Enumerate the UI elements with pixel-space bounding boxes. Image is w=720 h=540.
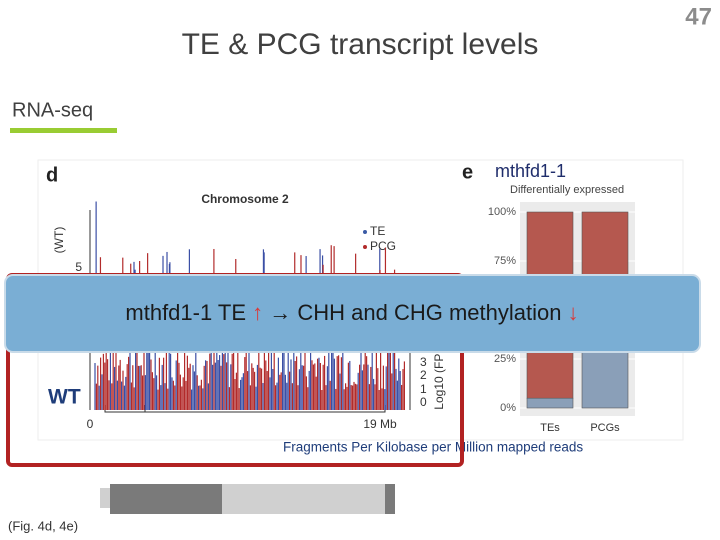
legend-label: TE xyxy=(370,224,385,238)
legend-label: PCG xyxy=(370,239,396,253)
callout-arrow: ↓ xyxy=(568,300,579,325)
x-tick-label: PCGs xyxy=(590,422,620,434)
panel-title: Chromosome 2 xyxy=(201,192,289,206)
axis-label: (WT) xyxy=(52,227,66,254)
progress-block xyxy=(222,484,385,514)
callout-arrow: ↑ xyxy=(252,300,263,325)
tick-label: 19 Mb xyxy=(363,417,397,431)
tick-label: 0 xyxy=(87,417,94,431)
genotype-label: mthfd1-1 xyxy=(495,161,566,181)
y-tick-label: 25% xyxy=(494,353,516,365)
section-underline xyxy=(10,128,117,133)
panel-title: Differentially expressed xyxy=(510,184,624,196)
callout-box xyxy=(4,274,701,353)
panel-label: d xyxy=(46,164,58,186)
tick-label: 5 xyxy=(75,260,82,274)
tick-label: 0 xyxy=(420,395,427,409)
tick-label: 3 xyxy=(420,355,427,369)
caption: Fragments Per Kilobase per Million mappe… xyxy=(283,440,583,455)
x-tick-label: TEs xyxy=(540,422,560,434)
y-tick-label: 0% xyxy=(500,402,516,414)
axis-label: Log10 (FPI xyxy=(432,350,446,409)
slide-number: 47 xyxy=(685,3,712,30)
callout-part: → CHH and CHG methylation xyxy=(263,300,567,325)
callout-text: mthfd1-1 TE ↑ → CHH and CHG methylation … xyxy=(125,300,578,325)
slide-title: TE & PCG transcript levels xyxy=(182,28,539,61)
y-tick-label: 75% xyxy=(494,255,516,267)
progress-block xyxy=(110,484,222,514)
callout-part: mthfd1-1 TE xyxy=(125,300,252,325)
sample-label: WT xyxy=(48,386,81,409)
section-label: RNA-seq xyxy=(12,99,93,121)
panel-label: e xyxy=(462,161,473,183)
progress-block xyxy=(100,488,110,508)
reference: (Fig. 4d, 4e) xyxy=(8,518,78,533)
y-tick-label: 100% xyxy=(488,206,516,218)
tick-label: 1 xyxy=(420,382,427,396)
legend-dot xyxy=(363,230,367,234)
panel-d: d Chromosome 2 TE PCG (WT) 5 0 19 Mb 3 2… xyxy=(46,164,446,431)
bar-segment xyxy=(526,397,574,409)
tick-label: 2 xyxy=(420,368,427,382)
legend-dot xyxy=(363,245,367,249)
progress-block xyxy=(385,484,395,514)
